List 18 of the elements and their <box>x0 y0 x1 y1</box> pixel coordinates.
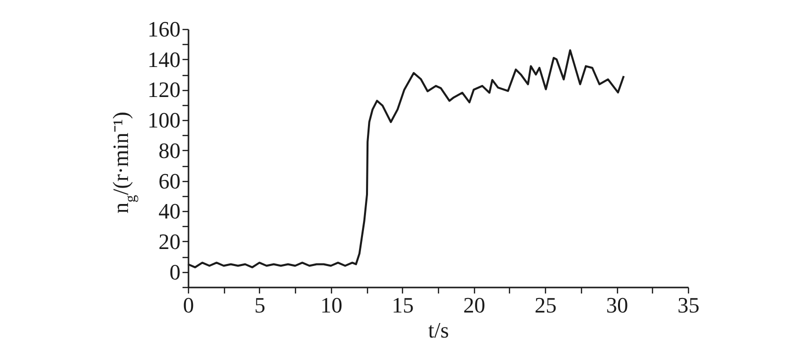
y-tick-label: 140 <box>148 46 180 72</box>
x-tick-label: 15 <box>392 292 414 318</box>
y-tick-label: 40 <box>158 198 180 224</box>
y-tick-label: 100 <box>148 108 180 133</box>
x-tick-label: 5 <box>254 292 266 318</box>
y-axis-title: ng/(r·min⁻¹) <box>108 112 139 214</box>
x-tick-label: 35 <box>678 292 700 318</box>
y-tick-label: 80 <box>158 138 180 163</box>
y-tick-label: 0 <box>170 259 180 284</box>
x-tick-label: 20 <box>463 292 486 318</box>
y-tick-label: 120 <box>148 77 180 102</box>
x-axis-title: t/s <box>428 318 449 342</box>
y-tick-label: 160 <box>148 16 180 42</box>
x-tick-label: 10 <box>320 292 342 318</box>
x-tick-label: 30 <box>606 292 628 318</box>
x-tick-label: 25 <box>534 292 557 318</box>
y-tick-label: 20 <box>158 228 180 254</box>
y-tick-label: 60 <box>158 168 180 194</box>
